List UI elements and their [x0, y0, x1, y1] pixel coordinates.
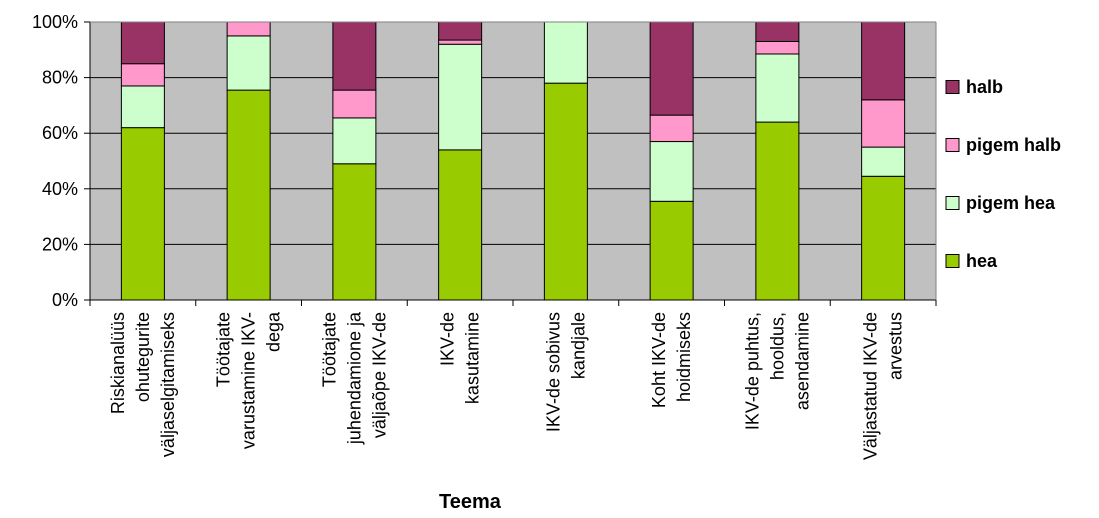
x-tick-label-line: dega — [264, 311, 284, 352]
y-tick-label: 0% — [52, 290, 78, 310]
legend-swatch — [945, 196, 960, 210]
legend-item-hea: hea — [945, 251, 998, 271]
x-tick-label: Koht IKV-de hoidmiseks — [649, 312, 694, 408]
bar-segment-pigem-hea — [861, 146, 906, 177]
legend-label: hea — [966, 251, 998, 271]
x-tick-label: Töötajate varustamine IKV-dega — [214, 311, 284, 449]
bar-segment-pigem-hea — [226, 35, 271, 91]
bar-segment-hea — [861, 175, 906, 301]
x-tick-label-line: hoidmiseks — [674, 312, 694, 402]
plot-area — [90, 22, 936, 300]
bar-segment-pigem-halb — [861, 99, 906, 148]
y-tick-label: 100% — [32, 12, 78, 32]
bar-segment-halb — [438, 21, 483, 41]
x-tick-label: Väljastatud IKV-de arvestus — [861, 312, 906, 460]
bar-segment-hea — [649, 200, 694, 301]
bar-segment-pigem-halb — [332, 89, 377, 119]
bar-segment-halb — [649, 21, 694, 116]
x-tick-label: IKV-de kasutamine — [438, 312, 483, 404]
bar-segment-pigem-hea — [332, 117, 377, 165]
bar-segment-pigem-hea — [438, 43, 483, 151]
x-tick-label-line: Töötajate — [319, 312, 339, 387]
legend-swatch — [945, 80, 960, 94]
bar-segment-pigem-halb — [649, 114, 694, 143]
x-tick-label-line: väljaõpe IKV-de — [369, 312, 389, 438]
x-tick-labels: Riskianalüüs ohutegurite väljaselgitamisek… — [108, 311, 906, 460]
y-tick-labels: 0% 20% 40% 60% 80% 100% — [32, 12, 78, 310]
axes — [84, 21, 937, 306]
x-tick-label-line: asendamine — [792, 312, 812, 410]
x-tick-label-line: arvestus — [886, 312, 906, 380]
x-tick-label-line: kasutamine — [463, 312, 483, 404]
x-tick-label-line: hooldus, — [767, 312, 787, 380]
x-tick-label-line: Koht IKV-de — [649, 312, 669, 408]
x-tick-label-line: IKV-de puhtus, — [742, 312, 762, 430]
legend-label: pigem hea — [966, 193, 1056, 213]
y-tick-label: 40% — [42, 179, 78, 199]
bar-segment-hea — [120, 127, 165, 301]
bars — [120, 21, 906, 301]
legend-swatch — [945, 254, 960, 268]
bar-segment-hea — [332, 163, 377, 301]
x-tick-label-line: juhendamione ja — [344, 311, 364, 445]
x-tick-label-line: Riskianalüüs — [108, 312, 128, 414]
bar-segment-halb — [332, 21, 377, 91]
x-tick-label-line: IKV-de sobivus — [543, 312, 563, 432]
x-tick-label-line: varustamine IKV- — [239, 312, 259, 449]
x-tick-label-line: kandjale — [568, 312, 588, 379]
x-tick-label-line: IKV-de — [438, 312, 458, 366]
plot-background — [90, 22, 936, 300]
bar-segment-halb — [755, 21, 800, 42]
x-tick-label: IKV-de sobivus kandjale — [543, 312, 588, 432]
x-tick-label: Töötajate juhendamione ja väljaõpe IKV-de — [319, 311, 389, 445]
bar-segment-pigem-hea — [755, 53, 800, 123]
legend-swatch — [945, 138, 960, 152]
bar-segment-hea — [755, 121, 800, 301]
legend-item-pigem-halb: pigem halb — [945, 135, 1061, 155]
x-axis-title: Teema — [439, 491, 502, 513]
y-tick-label: 60% — [42, 123, 78, 143]
x-tick-label-line: väljaselgitamiseks — [158, 312, 178, 457]
bar-segment-pigem-hea — [649, 141, 694, 202]
x-tick-label-line: Väljastatud IKV-de — [861, 312, 881, 460]
y-tick-label: 80% — [42, 68, 78, 88]
legend: halb pigem halb pigem hea hea — [945, 77, 1061, 271]
x-tick-label: IKV-de puhtus, hooldus, asendamine — [742, 312, 812, 430]
bar-segment-pigem-hea — [120, 85, 165, 129]
bar-segment-pigem-halb — [120, 63, 165, 87]
x-tick-label: Riskianalüüs ohutegurite väljaselgitamisek… — [108, 312, 178, 457]
bar-segment-hea — [543, 82, 588, 301]
legend-label: halb — [966, 77, 1003, 97]
bar-segment-pigem-hea — [543, 21, 588, 84]
bar-segment-pigem-halb — [438, 39, 483, 45]
y-tick-label: 20% — [42, 234, 78, 254]
bar-segment-halb — [861, 21, 906, 101]
bar-segment-pigem-halb — [755, 40, 800, 55]
bar-segment-pigem-halb — [226, 21, 271, 37]
x-tick-label-line: Töötajate — [214, 312, 234, 387]
legend-item-halb: halb — [945, 77, 1003, 97]
legend-item-pigem-hea: pigem hea — [945, 193, 1056, 213]
bar-segment-hea — [438, 149, 483, 301]
bar-segment-halb — [120, 21, 165, 65]
x-tick-label-line: ohutegurite — [133, 312, 153, 402]
bar-segment-hea — [226, 89, 271, 301]
legend-label: pigem halb — [966, 135, 1061, 155]
